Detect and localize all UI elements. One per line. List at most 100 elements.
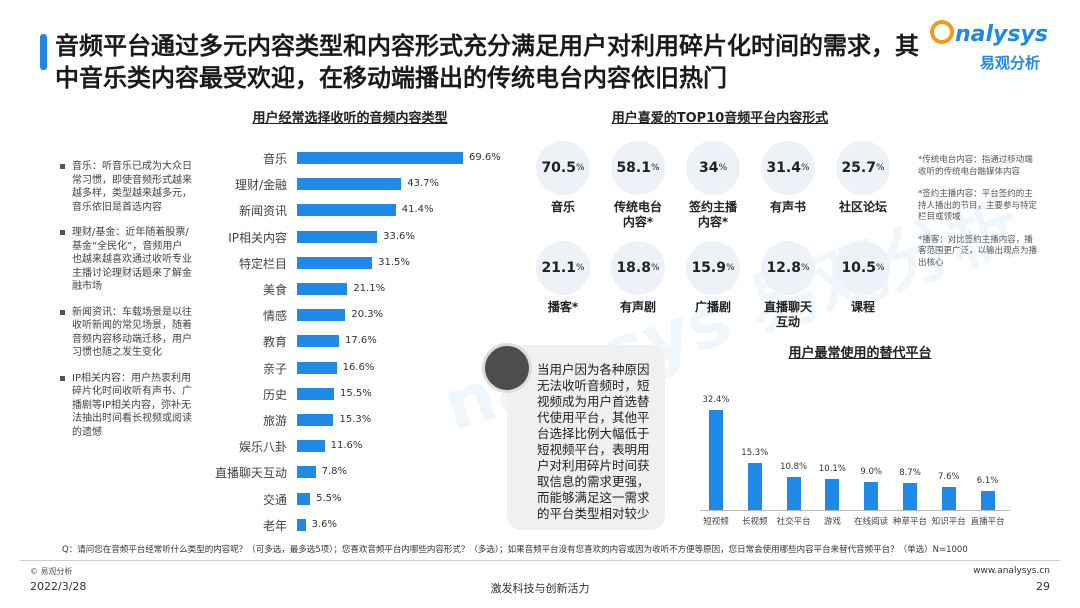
value-label: 33.6%	[383, 230, 415, 242]
footnotes: *传统电台内容：指通过移动端收听的传统电台融媒体内容 *签约主播内容：平台签约的主…	[918, 155, 1040, 280]
value-label: 15.3%	[339, 414, 372, 425]
bar	[825, 478, 840, 510]
circle: 12.8%	[761, 241, 815, 295]
bar	[297, 230, 378, 243]
category-label: 播客*	[547, 300, 579, 314]
category-label: 游戏	[823, 517, 841, 527]
category-label: 新闻资讯	[238, 204, 287, 219]
note: 音乐：听音乐已成为大众日常习惯，即使音频形式越来越多样，类型越来越多元，音乐依旧…	[60, 160, 192, 214]
category-label: IP相关内容	[228, 230, 287, 245]
value-label: 10.5	[841, 260, 876, 276]
category-label: 签约主播内容*	[688, 200, 737, 229]
chart: 用户经常选择收听的音频内容类型 音乐 69.6% 理财/金融 43.7% 新闻资讯 41.4…	[200, 105, 501, 535]
bar	[297, 256, 373, 269]
bar	[297, 492, 311, 505]
unit: %	[800, 163, 810, 173]
category-label: 音乐	[550, 200, 575, 214]
circle: 10.5%	[836, 241, 890, 295]
value-label: 34	[698, 160, 719, 176]
value-label: 70.5	[541, 160, 576, 176]
category-label: 种草平台	[892, 517, 927, 527]
unit: %	[575, 263, 585, 273]
value-label: 5.5%	[316, 492, 342, 504]
slogan: 激发科技与创新活力	[490, 582, 590, 595]
bar	[297, 518, 306, 531]
note: IP相关内容：用户热衷利用碎片化时间收听有声书、广播剧等IP相关内容，弥补无法抽…	[60, 372, 192, 440]
value-label: 15.9	[691, 260, 726, 276]
bar	[297, 387, 334, 400]
value-label: 7.8%	[321, 466, 347, 478]
circle: 21.1%	[536, 241, 590, 295]
category-label: 短视频	[703, 517, 729, 527]
category-label: 长视频	[742, 517, 768, 527]
slide-title: 音频平台通过多元内容类型和内容形式充分满足用户对利用碎片化时间的需求，其中音乐类…	[55, 32, 919, 92]
callout-box	[507, 345, 665, 530]
category-label: 亲子	[262, 361, 287, 376]
category-label: 课程	[850, 300, 875, 314]
value-label: 16.6%	[342, 361, 375, 373]
unit: %	[875, 263, 885, 273]
bar	[297, 204, 396, 217]
chart: 用户喜爱的TOP10音频平台内容形式 70.5% 音乐 58.1% 传统电台内容* 34%…	[530, 105, 910, 335]
category-label: 有声书	[769, 200, 806, 214]
baseline	[700, 510, 1010, 511]
circle: 70.5%	[536, 141, 590, 195]
value-label: 21.1	[541, 260, 576, 276]
value-label: 9.0%	[860, 467, 882, 478]
circle: 18.8%	[611, 241, 665, 295]
category-label: 广播剧	[694, 300, 731, 314]
bar	[297, 466, 316, 479]
notes: 音乐：听音乐已成为大众日常习惯，即使音频形式越来越多样，类型越来越多元，音乐依旧…	[60, 160, 192, 451]
unit: %	[575, 163, 585, 173]
question: Q：请问您在音频平台经常听什么类型的内容呢？（可多选，最多选5项）；您喜欢音频平…	[62, 545, 968, 555]
value-label: 21.1%	[353, 283, 386, 294]
logo-icon	[930, 20, 954, 44]
value-label: 43.7%	[407, 178, 439, 190]
bar	[297, 283, 348, 295]
chart: 用户最常使用的替代平台 32.4% 短视频 15.3% 长视频 10.8% 社交平台 10.1…	[700, 340, 1020, 535]
category-label: 美食	[262, 283, 287, 297]
callout-text: 当用户因为各种原因无法收听音频时，短视频成为用户首选替代使用平台，其他平台选择比…	[537, 362, 650, 521]
page-number: 29	[1036, 580, 1050, 593]
category-label: 直播平台	[970, 517, 1005, 527]
unit: %	[718, 163, 728, 173]
bar	[903, 483, 917, 510]
category-label: 特定栏目	[238, 256, 287, 271]
copyright: © 易观分析	[30, 567, 73, 576]
circle: 31.4%	[761, 141, 815, 195]
value-label: 10.8%	[780, 461, 808, 472]
logo: nalysys	[955, 22, 1048, 47]
value-label: 25.7	[841, 160, 876, 176]
note: 理财/基金：近年随着股票/基金“全民化”，音频用户也越来越喜欢通过收听专业主播讨…	[60, 226, 192, 294]
url: www.analysys.cn	[973, 566, 1050, 576]
category-label: 传统电台内容*	[613, 200, 662, 229]
footnote: *传统电台内容：指通过移动端收听的传统电台融媒体内容	[918, 155, 1033, 177]
unit: %	[650, 263, 660, 273]
category-label: 音乐	[262, 152, 287, 166]
value-label: 31.5%	[378, 256, 410, 268]
bar	[864, 482, 879, 510]
value-label: 15.5%	[339, 387, 372, 399]
footnote: *签约主播内容：平台签约的主持人播出的节目，主要参与特定栏目或领域	[918, 189, 1038, 222]
chart-title: 用户最常使用的替代平台	[788, 346, 932, 361]
unit: %	[800, 263, 810, 273]
category-label: 社交平台	[776, 517, 811, 527]
bar	[980, 491, 995, 510]
value-label: 8.7%	[899, 468, 921, 479]
category-label: 直播聊天互动	[763, 300, 812, 329]
category-label: 知识平台	[931, 517, 966, 527]
unit: %	[650, 163, 660, 173]
category-label: 情感	[262, 309, 287, 324]
bar	[941, 486, 956, 510]
category-label: 交通	[262, 492, 287, 507]
separator	[20, 560, 1060, 561]
note: 新闻资讯：车载场景是以往收听新闻的常见场景，随着音频内容移动端迁移，用户习惯也随…	[60, 306, 192, 360]
circle: 25.7%	[836, 141, 890, 195]
value-label: 11.6%	[330, 440, 363, 452]
bar	[786, 476, 801, 510]
bar	[297, 178, 402, 191]
category-label: 有声剧	[619, 300, 656, 314]
category-label: 社区论坛	[838, 200, 887, 214]
bar	[297, 152, 463, 164]
value-label: 32.4%	[702, 395, 730, 405]
